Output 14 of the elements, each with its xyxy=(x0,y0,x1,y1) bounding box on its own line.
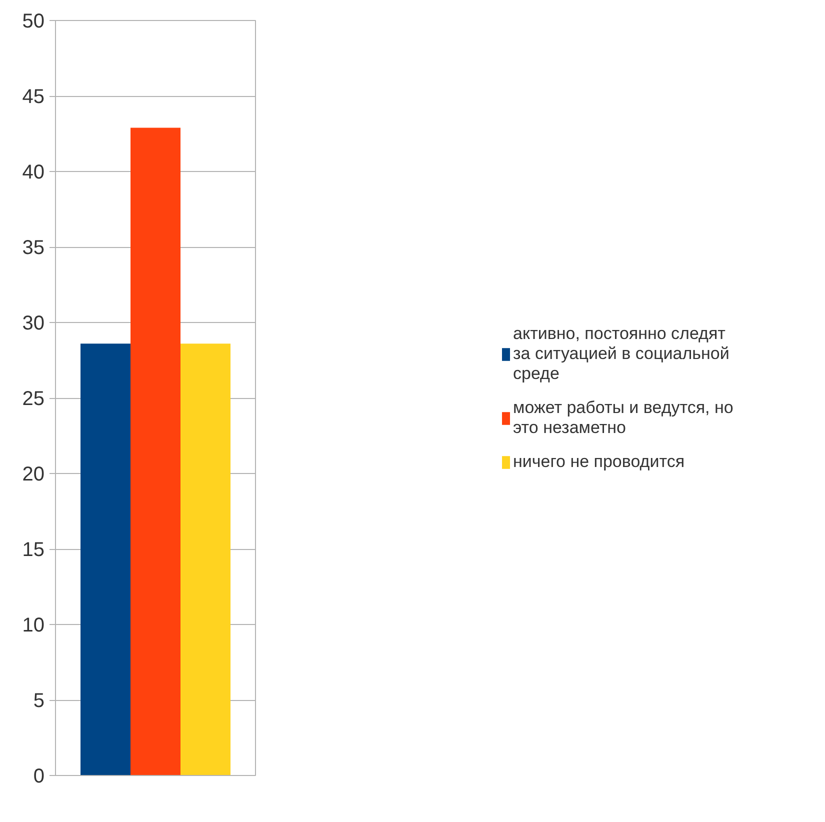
legend-label: активно, постоянно следят за ситуацией в социальной среде xyxy=(513,324,730,384)
y-tick-label: 10 xyxy=(22,614,45,636)
legend-label: ничего не проводится xyxy=(513,452,686,472)
y-tick-label: 15 xyxy=(22,539,45,561)
legend-label: может работы и ведутся, но это незаметно xyxy=(513,398,734,438)
y-tick-label: 5 xyxy=(33,690,44,712)
y-tick-label: 35 xyxy=(22,237,45,259)
y-tick-label: 45 xyxy=(22,86,45,108)
y-tick-label: 25 xyxy=(22,388,45,410)
y-tick-label: 0 xyxy=(33,766,44,788)
y-tick-label: 30 xyxy=(22,312,45,334)
y-tick-label: 40 xyxy=(22,162,45,184)
y-tick-label: 50 xyxy=(22,10,45,32)
y-tick-label: 20 xyxy=(22,464,45,486)
